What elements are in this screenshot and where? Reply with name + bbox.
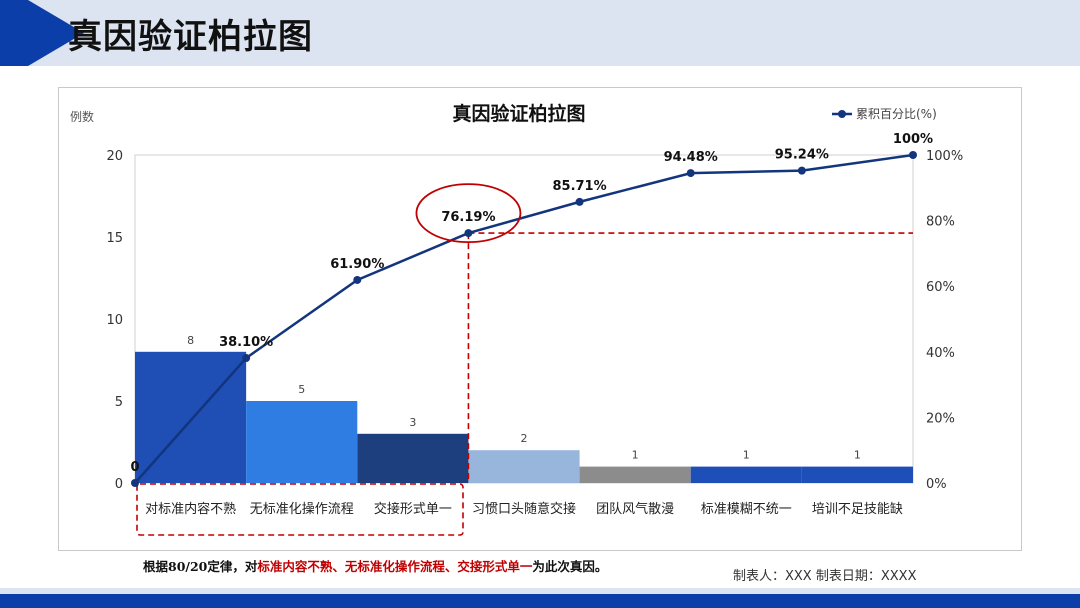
y-tick-label: 10 [106,313,123,328]
bar [357,433,469,483]
x-category-label: 交接形式单一 [374,501,452,517]
y-tick-label: 5 [115,395,123,410]
bottom-band-light [0,588,1080,596]
x-category-label: 培训不足技能缺 [812,501,903,517]
bar [579,466,691,483]
cumulative-point [909,151,917,159]
bar [246,401,358,483]
cumulative-point [353,275,362,284]
bottom-band [0,594,1080,608]
footer-credit: 制表人：XXX 制表日期：XXXX [733,569,917,584]
bar-value-label: 1 [743,449,750,462]
note-prefix: 根据80/20定律，对 [143,559,258,574]
y-tick-label: 20 [106,149,123,164]
cumulative-label: 94.48% [664,150,718,165]
y-tick-label: 0 [115,477,123,492]
y2-tick-label: 40% [926,346,955,361]
header-band [0,0,1080,66]
legend-label: 累积百分比(%) [856,107,937,121]
cumulative-label: 76.19% [441,210,495,225]
cumulative-label: 100% [893,132,933,147]
y2-tick-label: 100% [926,149,963,164]
legend-marker [838,110,846,118]
x-category-label: 标准模糊不统一 [701,501,792,517]
cumulative-label: 85.71% [552,179,606,194]
y2-tick-label: 0% [926,477,947,492]
x-category-label: 团队风气散漫 [596,501,674,517]
cumulative-point [464,229,473,238]
cumulative-label: 38.10% [219,335,273,350]
bar-value-label: 2 [521,432,528,445]
bar [690,466,802,483]
cumulative-point [797,166,806,175]
y2-tick-label: 80% [926,215,955,230]
note-highlight: 标准内容不熟、无标准化操作流程、交接形式单一 [257,559,533,574]
y2-tick-label: 60% [926,280,955,295]
highlight-ellipse [415,183,522,243]
cumulative-point [686,169,695,178]
y2-tick-label: 20% [926,411,955,426]
bar [468,450,580,483]
note-suffix: 为此次真因。 [532,559,608,574]
bar-value-label: 8 [187,334,194,347]
cumulative-label: 0 [130,460,139,475]
y-tick-label: 15 [106,231,123,246]
page-title: 真因验证柏拉图 [68,17,313,57]
x-category-label: 无标准化操作流程 [250,501,354,517]
bar [801,466,913,483]
bar-value-label: 1 [632,449,639,462]
x-category-label: 对标准内容不熟 [145,501,236,517]
bar-value-label: 3 [409,416,416,429]
chart-title: 真因验证柏拉图 [452,102,585,125]
x-category-label: 习惯口头随意交接 [472,501,576,517]
cumulative-label: 61.90% [330,257,384,272]
bar-value-label: 5 [298,383,305,396]
bar-value-label: 1 [854,449,861,462]
cumulative-line [134,153,914,484]
cumulative-label: 95.24% [775,148,829,163]
cumulative-point [131,479,139,487]
root-cause-box [136,483,464,536]
conclusion-note: 根据80/20定律，对标准内容不熟、无标准化操作流程、交接形式单一为此次真因。 [143,556,607,575]
y-axis-label: 例数 [70,109,94,124]
cumulative-point [242,354,251,363]
cumulative-point [575,197,584,206]
header-arrow-shape [28,0,84,66]
header-accent [0,0,28,66]
